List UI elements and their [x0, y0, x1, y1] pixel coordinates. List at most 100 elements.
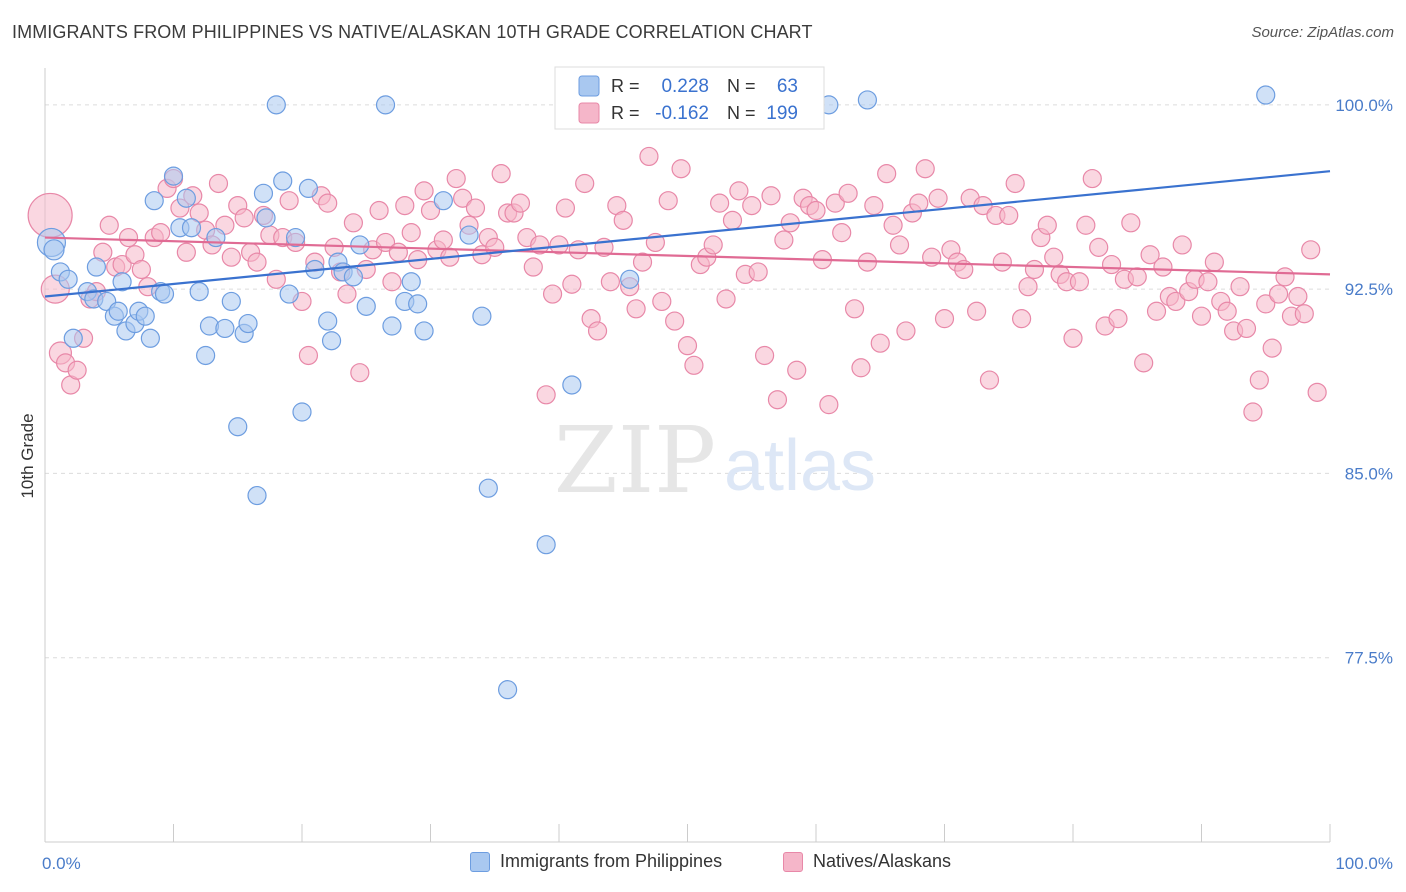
data-point — [1018, 277, 1038, 297]
data-point — [510, 193, 531, 213]
data-point — [742, 196, 762, 216]
data-point — [382, 316, 402, 336]
data-point — [388, 242, 408, 262]
data-point — [395, 196, 415, 216]
data-point — [909, 193, 929, 213]
data-point — [1063, 328, 1083, 348]
data-point — [883, 215, 903, 235]
data-point — [215, 318, 235, 339]
data-point — [922, 247, 942, 267]
data-point — [1076, 215, 1096, 235]
data-point — [356, 296, 376, 316]
data-point — [1121, 213, 1141, 233]
data-point — [472, 306, 492, 326]
data-point — [208, 173, 229, 194]
blue-series-points — [36, 85, 1276, 700]
tick-labels: 100.0% 92.5% 85.0% 77.5% 0.0% 100.0% — [42, 96, 1393, 873]
data-point — [1127, 267, 1147, 287]
data-point — [350, 235, 370, 255]
data-point — [189, 282, 209, 302]
data-point — [151, 223, 171, 243]
data-point — [1172, 235, 1192, 255]
data-point — [748, 262, 768, 282]
data-point — [1089, 237, 1109, 257]
data-point — [1146, 301, 1167, 321]
data-point — [350, 363, 370, 383]
grid-lines — [45, 104, 1330, 659]
data-point — [1153, 257, 1173, 277]
data-point — [112, 272, 132, 292]
swatch-blue — [470, 851, 490, 872]
y-tick-label: 100.0% — [1335, 96, 1393, 115]
data-point — [825, 193, 845, 213]
legend-blue-swatch — [578, 75, 600, 97]
data-point — [189, 203, 209, 223]
data-point — [999, 205, 1019, 226]
data-point — [722, 210, 743, 230]
data-point — [851, 358, 871, 378]
data-point — [498, 680, 518, 700]
data-point — [832, 223, 852, 243]
data-point — [1166, 291, 1186, 312]
data-point — [247, 252, 267, 272]
data-point — [343, 213, 363, 233]
data-point — [163, 166, 184, 186]
data-point — [221, 247, 241, 267]
y-tick-label: 85.0% — [1345, 464, 1393, 483]
legend-blue-r-label: R = — [611, 76, 640, 96]
data-point — [1191, 306, 1212, 326]
data-point — [934, 309, 955, 329]
legend-pink-swatch — [578, 102, 600, 124]
data-point — [1108, 309, 1128, 329]
data-point — [864, 196, 884, 216]
blue-trend-line — [44, 170, 1331, 298]
data-point — [1243, 402, 1263, 422]
data-point — [838, 183, 858, 203]
data-point — [787, 360, 807, 380]
data-point — [140, 328, 160, 348]
data-point — [562, 375, 582, 395]
data-point — [1134, 353, 1154, 373]
data-point — [761, 186, 781, 206]
data-point — [967, 301, 987, 321]
data-point — [135, 306, 155, 326]
data-point — [108, 301, 128, 321]
data-point — [247, 485, 267, 506]
data-point — [754, 345, 775, 366]
data-point — [414, 181, 434, 201]
data-point — [43, 239, 65, 261]
data-point — [877, 164, 897, 184]
data-point — [154, 284, 175, 304]
data-point — [337, 284, 357, 304]
data-point — [67, 360, 87, 380]
data-point — [343, 267, 363, 287]
data-point — [433, 230, 453, 250]
stats-legend: R = 0.228 N = 63 R = -0.162 N = 199 — [554, 66, 825, 130]
data-point — [626, 299, 646, 319]
legend-label-philippines: Immigrants from Philippines — [500, 851, 723, 871]
data-point — [318, 311, 338, 331]
data-point — [587, 321, 608, 341]
data-point — [774, 230, 794, 250]
data-point — [671, 159, 691, 179]
data-point — [1268, 284, 1289, 304]
data-point — [1256, 85, 1276, 105]
data-point — [382, 272, 402, 292]
data-point — [613, 210, 633, 230]
data-point — [1069, 272, 1090, 292]
data-point — [665, 311, 685, 331]
legend-label-natives: Natives/Alaskans — [813, 851, 952, 871]
data-point — [131, 259, 151, 280]
data-point — [401, 223, 421, 243]
data-point — [896, 321, 916, 341]
data-point — [285, 227, 306, 248]
data-point — [716, 289, 736, 309]
data-point — [806, 200, 826, 221]
data-point — [234, 208, 254, 228]
legend-blue-n-label: N = — [727, 76, 756, 96]
data-point — [1307, 382, 1327, 402]
data-point — [1037, 215, 1057, 235]
data-point — [99, 215, 119, 235]
data-point — [176, 242, 196, 262]
